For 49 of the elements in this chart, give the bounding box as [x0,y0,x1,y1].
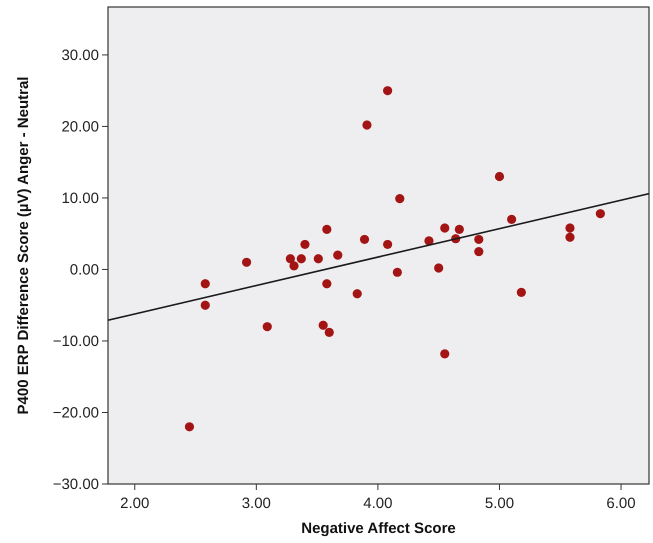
y-tick-label: −20.00 [52,404,99,422]
y-tick-label: 0.00 [70,261,99,278]
point [360,234,370,244]
point [200,279,210,288]
point [322,279,332,288]
y-axis-title: P400 ERP Difference Score (µV) Anger - Neutral [15,76,32,414]
point [474,246,484,256]
point [383,240,392,250]
x-tick-label: 3.00 [242,495,271,512]
point [494,172,504,182]
point [322,224,332,234]
x-axis-title: Negative Affect Score [301,520,456,537]
point [383,86,392,96]
point [352,289,362,298]
point [314,254,323,264]
point [440,349,450,358]
point [296,254,306,264]
point [434,263,444,273]
point [596,209,605,218]
point [286,254,295,264]
x-tick-label: 2.00 [120,495,150,512]
point [507,214,516,224]
point [440,223,450,233]
point [318,320,328,330]
point [362,120,372,130]
point [242,258,252,267]
point [392,268,402,277]
point [262,322,272,332]
point [424,236,434,246]
point [333,250,342,260]
y-tick-label: 10.00 [61,190,99,207]
point [454,224,464,234]
y-tick-label: 20.00 [61,118,99,136]
x-tick-label: 4.00 [363,495,392,512]
point [200,300,210,310]
point [289,261,299,270]
y-tick-label: 30.00 [61,46,99,64]
x-tick-label: 6.00 [606,495,636,512]
y-tick-label: −10.00 [52,332,99,350]
point [300,240,310,250]
point [395,194,404,204]
point [565,223,575,233]
point [324,328,334,337]
point [565,232,575,242]
point [184,422,194,432]
point [474,234,484,244]
x-tick-label: 5.00 [484,495,514,512]
y-tick-label: −30.00 [52,476,99,493]
point [516,288,526,297]
